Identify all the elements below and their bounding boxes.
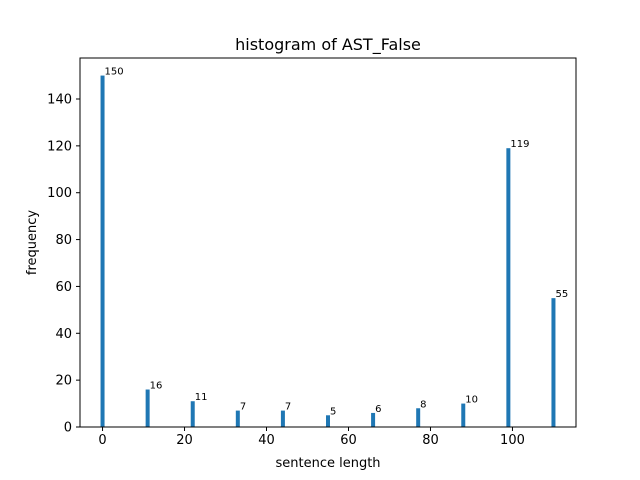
bar-data-label: 10 [465,395,478,406]
histogram-bar [280,410,285,427]
bar-data-label: 55 [555,289,568,300]
y-tick-label: 80 [55,233,72,248]
data-labels-group: 150 16 11 7 7 5 6 8 10 119 55 [105,67,569,418]
histogram-bar [506,148,511,427]
histogram-bar [145,389,150,427]
histogram-bar [190,401,195,427]
x-tick-label: 40 [258,433,275,448]
bar-data-label: 16 [150,381,163,392]
y-axis-ticks: 0 20 40 60 80 100 120 140 [47,93,80,436]
bar-data-label: 7 [285,402,291,413]
histogram-bar [326,415,330,427]
bars-group [100,75,556,428]
chart-title: histogram of AST_False [235,35,421,55]
y-tick-label: 140 [47,93,72,108]
x-tick-label: 20 [176,433,193,448]
histogram-bar [235,410,240,427]
bar-data-label: 7 [240,402,246,413]
y-axis-label: frequency [25,210,40,276]
histogram-bar [100,75,105,428]
histogram-bar [371,412,376,427]
x-tick-label: 100 [500,433,525,448]
x-axis-ticks: 0 20 40 60 80 100 [98,427,525,448]
y-tick-label: 20 [55,374,72,389]
bar-data-label: 8 [420,399,426,410]
histogram-bar [551,298,556,427]
bar-data-label: 6 [375,404,381,415]
y-tick-label: 40 [55,327,72,342]
x-tick-label: 80 [422,433,439,448]
y-tick-label: 120 [47,139,72,154]
x-axis-label: sentence length [275,456,380,471]
x-tick-label: 60 [340,433,357,448]
y-tick-label: 100 [47,186,72,201]
bar-data-label: 119 [510,139,529,150]
plot-frame [79,57,577,428]
bar-data-label: 5 [330,406,336,417]
bar-data-label: 150 [105,67,124,78]
bar-data-label: 11 [195,392,208,403]
y-tick-label: 0 [64,421,72,436]
x-tick-label: 0 [98,433,106,448]
histogram-bar [416,408,421,427]
histogram-bar [461,403,466,427]
y-tick-label: 60 [55,280,72,295]
